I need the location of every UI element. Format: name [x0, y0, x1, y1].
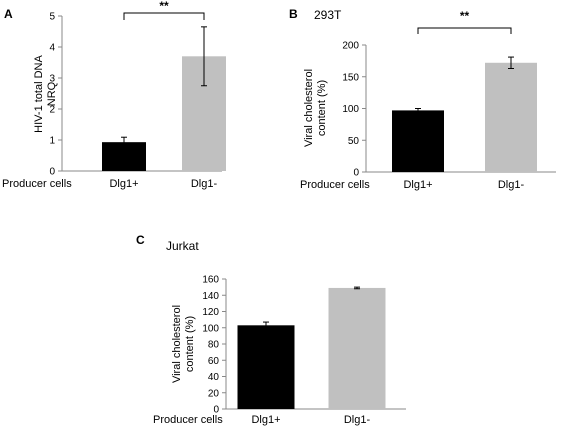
y-tick-label: 3	[49, 74, 55, 85]
panel-c: C Jurkat 0 20 40 60 80 100 120 140 160 Viral choles…	[136, 233, 406, 426]
y-tick-label: 100	[342, 104, 359, 115]
y-tick-label: 140	[202, 291, 219, 302]
category-label: Dlg1-	[191, 178, 218, 190]
y-tick-label: 160	[202, 275, 219, 286]
significance-label: **	[159, 0, 169, 13]
y-axis-label-line: Viral cholesterol	[171, 305, 183, 383]
y-tick-label: 20	[208, 388, 220, 399]
significance-label: **	[460, 9, 470, 23]
panel-letter: B	[289, 7, 298, 21]
panel-b: B 293T 0 50 100 150 200 Viral cholesterolconten…	[289, 7, 556, 191]
y-axis-label-line: NRQ	[46, 81, 58, 106]
significance-bracket	[417, 27, 512, 34]
bar-dlg1	[237, 325, 295, 409]
significance-bracket	[123, 12, 205, 20]
panel-subtitle: Jurkat	[166, 239, 199, 253]
bar-dlg1	[485, 62, 537, 172]
panel-letter: C	[136, 233, 145, 247]
category-label: Dlg1-	[498, 179, 525, 191]
y-tick-label: 200	[342, 41, 359, 52]
y-axis-label: Viral cholesterolcontent (%)	[171, 305, 196, 383]
y-axis-label-line: Viral cholesterol	[303, 69, 315, 147]
y-tick-label: 0	[353, 168, 359, 179]
panel-a: A 0 1 2 3 4 5 HIV-1 total DNANRQ Dlg1+ Dlg1- Produ…	[2, 0, 226, 190]
x-axis-label: Producer cells	[300, 179, 370, 191]
y-axis-label-line: HIV-1 total DNA	[33, 55, 45, 133]
category-label: Dlg1-	[344, 414, 371, 426]
y-tick-label: 120	[202, 307, 219, 318]
category-label: Dlg1+	[403, 179, 432, 191]
y-axis-label-line: content (%)	[316, 80, 328, 136]
panel-letter: A	[4, 7, 13, 21]
y-tick-label: 100	[202, 323, 219, 334]
y-tick-label: 60	[208, 356, 220, 367]
bar-dlg1	[392, 110, 444, 172]
x-axis-label: Producer cells	[153, 414, 223, 426]
y-tick-label: 80	[208, 340, 220, 351]
y-axis-label: Viral cholesterolcontent (%)	[303, 69, 328, 147]
y-axis-label: HIV-1 total DNANRQ	[33, 55, 58, 133]
y-tick-label: 1	[49, 136, 55, 147]
panel-subtitle: 293T	[314, 8, 342, 22]
y-tick-label: 50	[348, 136, 360, 147]
y-tick-label: 4	[49, 43, 55, 54]
y-tick-label: 40	[208, 372, 220, 383]
y-tick-label: 0	[49, 167, 55, 178]
y-tick-label: 0	[213, 405, 219, 416]
category-label: Dlg1+	[109, 178, 138, 190]
y-tick-label: 150	[342, 72, 359, 83]
x-axis-label: Producer cells	[2, 178, 72, 190]
y-tick-label: 5	[49, 12, 55, 23]
bar-dlg1	[328, 287, 386, 409]
y-axis-label-line: content (%)	[184, 316, 196, 372]
y-tick-label: 2	[49, 105, 55, 116]
category-label: Dlg1+	[251, 414, 280, 426]
